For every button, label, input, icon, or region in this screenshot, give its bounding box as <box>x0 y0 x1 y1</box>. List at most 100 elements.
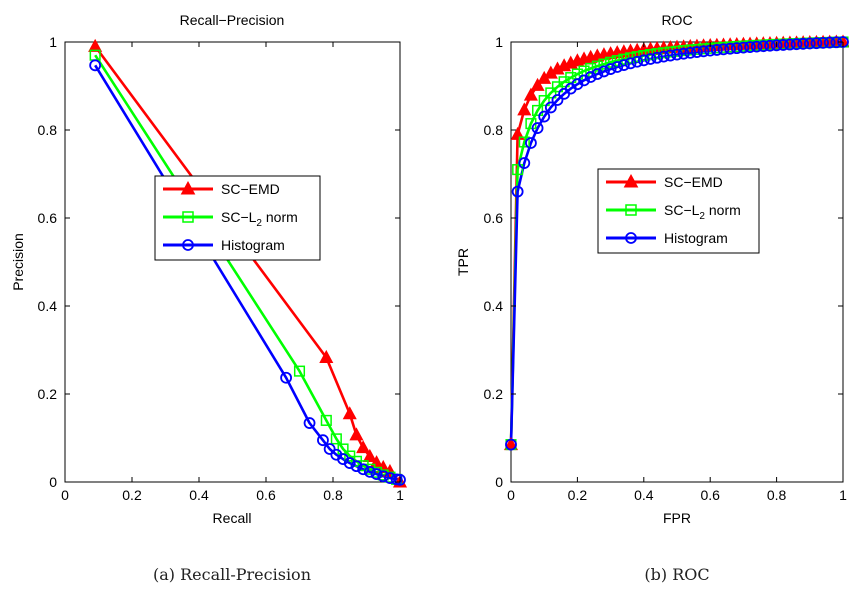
tick-layer: 0 0.2 0.4 0.6 0.8 1 0 0.2 0.4 0.6 0.8 1 <box>38 34 405 503</box>
data-point-histogram <box>604 63 617 75</box>
data-point-sc-emd <box>319 349 334 363</box>
data-point-histogram <box>750 40 763 53</box>
y-tick-label: 0 <box>49 474 57 490</box>
x-tick-label: 0.8 <box>767 487 787 503</box>
data-point-sc-l2-norm <box>512 164 524 176</box>
legend-marker-triangle <box>180 180 196 195</box>
data-point-histogram <box>810 37 823 50</box>
y-tick-label: 0.8 <box>484 122 504 138</box>
data-point-histogram <box>370 468 383 480</box>
data-point-sc-l2-norm <box>638 50 650 62</box>
data-point-histogram <box>611 61 624 73</box>
data-point-sc-l2-norm <box>545 87 557 99</box>
legend-label-sc-emd: SC−EMD <box>664 174 723 190</box>
data-point-histogram <box>377 470 390 483</box>
data-point-sc-emd <box>342 406 357 420</box>
y-axis-label: TPR <box>455 248 471 276</box>
y-tick-label: 0.2 <box>484 386 504 402</box>
chart-title: Recall−Precision <box>180 12 285 28</box>
data-point-sc-emd <box>530 77 545 91</box>
data-point-histogram <box>797 37 810 50</box>
data-point-histogram <box>363 465 376 478</box>
data-point-histogram <box>357 463 370 476</box>
legend-marker-square <box>625 204 637 216</box>
data-point-histogram <box>757 40 770 53</box>
data-point-histogram <box>394 473 406 486</box>
data-point-sc-emd <box>362 448 377 462</box>
data-point-histogram <box>538 110 551 123</box>
x-tick-label: 0.8 <box>323 487 343 503</box>
data-point-histogram <box>664 49 677 62</box>
data-point-histogram <box>551 94 564 106</box>
data-point-sc-l2-norm <box>631 51 643 63</box>
data-point-histogram <box>717 43 730 56</box>
data-point-histogram <box>617 59 630 71</box>
x-tick-label: 0.2 <box>122 487 142 503</box>
data-point-histogram <box>737 41 750 54</box>
data-point-histogram <box>823 36 836 49</box>
plot-area <box>510 41 844 483</box>
data-point-sc-l2-norm <box>532 104 544 117</box>
data-point-histogram <box>350 460 363 473</box>
data-point-histogram <box>764 39 776 52</box>
legend-label-sc-l2-norm: SC−L2 norm <box>664 202 741 222</box>
data-point-histogram <box>817 36 829 49</box>
data-point-histogram <box>657 50 670 63</box>
data-point-histogram <box>303 417 316 429</box>
data-point-histogram <box>343 457 356 469</box>
series-line-histogram <box>94 64 401 482</box>
x-tick-label: 0 <box>61 487 69 503</box>
data-point-histogram <box>89 59 102 72</box>
data-point-histogram <box>280 371 293 384</box>
data-point-histogram <box>744 41 756 54</box>
legend-marker-triangle <box>623 173 639 188</box>
data-point-sc-l2-norm <box>293 365 306 377</box>
data-point-histogram <box>691 46 703 58</box>
y-tick-label: 0.4 <box>38 298 58 314</box>
y-tick-label: 0.6 <box>38 210 58 226</box>
x-tick-label: 0.6 <box>256 487 276 503</box>
data-point-histogram <box>624 57 637 70</box>
x-axis-label: Recall <box>213 510 252 526</box>
data-point-sc-emd <box>88 38 103 52</box>
y-tick-label: 0 <box>495 474 503 490</box>
data-point-sc-emd <box>517 102 532 116</box>
data-point-sc-l2-norm <box>330 433 342 445</box>
data-point-histogram <box>684 46 697 59</box>
plot-area <box>64 41 401 483</box>
data-point-histogram <box>518 157 531 169</box>
x-tick-label: 1 <box>839 487 847 503</box>
x-tick-label: 0 <box>507 487 515 503</box>
legend-marker-circle <box>182 239 194 251</box>
data-point-histogram <box>777 39 790 51</box>
y-tick-label: 1 <box>49 34 57 50</box>
data-point-histogram <box>783 38 796 51</box>
legend-label-sc-emd: SC−EMD <box>221 181 280 197</box>
data-point-histogram <box>505 438 517 451</box>
series-layer <box>503 34 849 451</box>
data-point-sc-l2-norm <box>357 460 369 472</box>
data-point-sc-emd <box>356 440 371 454</box>
x-tick-label: 1 <box>396 487 404 503</box>
data-point-histogram <box>697 45 710 58</box>
data-point-histogram <box>544 101 557 114</box>
data-point-histogram <box>724 42 737 55</box>
legend-label-histogram: Histogram <box>664 230 728 246</box>
data-point-histogram <box>730 42 743 55</box>
y-tick-label: 0.2 <box>38 386 58 402</box>
data-point-histogram <box>584 71 597 83</box>
data-point-sc-l2-norm <box>320 414 332 426</box>
data-point-sc-emd <box>523 87 538 101</box>
y-tick-label: 0.4 <box>484 298 504 314</box>
y-tick-label: 0.8 <box>38 122 58 138</box>
data-point-histogram <box>671 48 683 61</box>
data-point-histogram <box>790 38 803 51</box>
legend-marker-circle <box>625 232 637 244</box>
panel-recall-precision: Recall−Precision Recall Precision 0 0.2 0.… <box>10 12 408 526</box>
x-axis-label: FPR <box>663 510 691 526</box>
legend-label-sc-l2-norm: SC−L2 norm <box>221 209 298 229</box>
tick-layer: 0 0.2 0.4 0.6 0.8 1 0 0.2 0.4 0.6 0.8 1 <box>484 34 848 503</box>
legend-label-histogram: Histogram <box>221 237 285 253</box>
data-point-sc-l2-norm <box>518 136 530 148</box>
data-point-histogram <box>803 37 816 50</box>
